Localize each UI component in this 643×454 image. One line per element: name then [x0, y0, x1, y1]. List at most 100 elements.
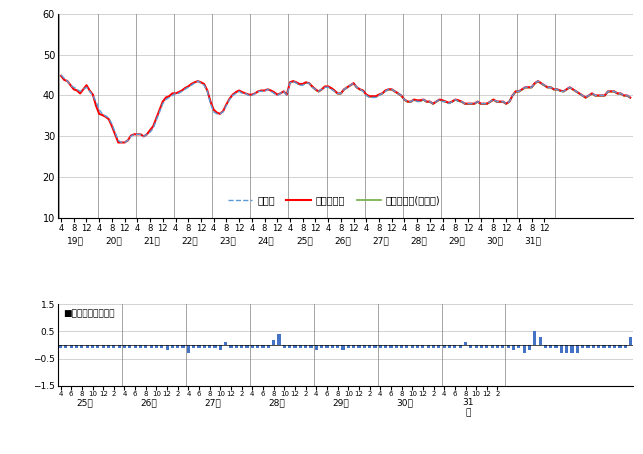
Text: 27年: 27年 — [204, 398, 221, 407]
Bar — [501, 345, 504, 348]
Bar — [389, 345, 392, 348]
Bar — [293, 345, 296, 348]
Bar — [171, 345, 174, 348]
Bar — [485, 345, 489, 348]
Bar — [592, 345, 595, 348]
Bar — [565, 345, 568, 353]
Bar — [230, 345, 233, 348]
Bar — [283, 345, 286, 348]
Text: 25年: 25年 — [76, 398, 93, 407]
Bar — [538, 337, 541, 345]
Text: 26年: 26年 — [334, 237, 351, 246]
Bar — [512, 345, 515, 350]
Bar — [416, 345, 419, 348]
Bar — [448, 345, 451, 348]
Bar — [576, 345, 579, 353]
Bar — [160, 345, 163, 348]
Text: 27年: 27年 — [372, 237, 389, 246]
Bar — [197, 345, 201, 348]
Bar — [299, 345, 302, 348]
Bar — [347, 345, 350, 348]
Bar — [91, 345, 94, 348]
Bar — [549, 345, 552, 348]
Bar — [165, 345, 168, 350]
Text: 24年: 24年 — [258, 237, 275, 246]
Text: 26年: 26年 — [140, 398, 157, 407]
Bar — [384, 345, 387, 348]
Bar — [491, 345, 494, 348]
Bar — [176, 345, 179, 348]
Text: 29年: 29年 — [449, 237, 466, 246]
Text: 31年: 31年 — [525, 237, 541, 246]
Bar — [240, 345, 243, 348]
Bar — [469, 345, 473, 348]
Bar — [421, 345, 424, 348]
Bar — [102, 345, 105, 348]
Bar — [581, 345, 584, 348]
Bar — [69, 345, 73, 348]
Text: 29年: 29年 — [332, 398, 349, 407]
Bar — [96, 345, 100, 348]
Bar — [432, 345, 435, 348]
Bar — [64, 345, 68, 348]
Bar — [59, 345, 62, 348]
Bar — [325, 345, 329, 348]
Text: 30年: 30年 — [396, 398, 413, 407]
Bar — [523, 345, 526, 353]
Bar — [426, 345, 430, 348]
Legend: 原系列, 季節調整値, 季節調整値(改訂前): 原系列, 季節調整値, 季節調整値(改訂前) — [224, 192, 444, 209]
Bar — [75, 345, 78, 348]
Bar — [379, 345, 382, 348]
Bar — [395, 345, 398, 348]
Bar — [624, 345, 627, 348]
Bar — [107, 345, 110, 348]
Bar — [496, 345, 499, 348]
Bar — [113, 345, 115, 348]
Bar — [533, 331, 536, 345]
Bar — [219, 345, 222, 350]
Bar — [235, 345, 238, 348]
Bar — [570, 345, 574, 353]
Bar — [144, 345, 147, 348]
Bar — [277, 334, 280, 345]
Bar — [320, 345, 323, 348]
Bar — [405, 345, 408, 348]
Text: 21年: 21年 — [143, 237, 160, 246]
Text: 22年: 22年 — [181, 237, 198, 246]
Bar — [528, 345, 531, 350]
Bar — [309, 345, 312, 348]
Bar — [475, 345, 478, 348]
Bar — [517, 345, 520, 348]
Bar — [80, 345, 84, 348]
Text: 30年: 30年 — [487, 237, 503, 246]
Bar — [256, 345, 259, 348]
Bar — [619, 345, 622, 348]
Bar — [128, 345, 131, 348]
Bar — [586, 345, 590, 348]
Bar — [358, 345, 361, 348]
Bar — [272, 340, 275, 345]
Bar — [352, 345, 355, 348]
Text: 20年: 20年 — [105, 237, 122, 246]
Bar — [464, 342, 467, 345]
Bar — [192, 345, 195, 348]
Bar — [208, 345, 212, 348]
Bar — [331, 345, 334, 348]
Bar — [181, 345, 185, 348]
Bar — [304, 345, 307, 348]
Bar — [458, 345, 462, 348]
Bar — [267, 345, 270, 348]
Bar — [480, 345, 483, 348]
Bar — [613, 345, 616, 348]
Bar — [560, 345, 563, 353]
Bar — [544, 345, 547, 348]
Text: 25年: 25年 — [296, 237, 312, 246]
Bar — [213, 345, 217, 348]
Bar — [203, 345, 206, 348]
Bar — [341, 345, 345, 350]
Bar — [608, 345, 611, 348]
Bar — [86, 345, 89, 348]
Text: 19年: 19年 — [67, 237, 84, 246]
Text: 31
年: 31 年 — [462, 398, 474, 418]
Bar — [602, 345, 606, 348]
